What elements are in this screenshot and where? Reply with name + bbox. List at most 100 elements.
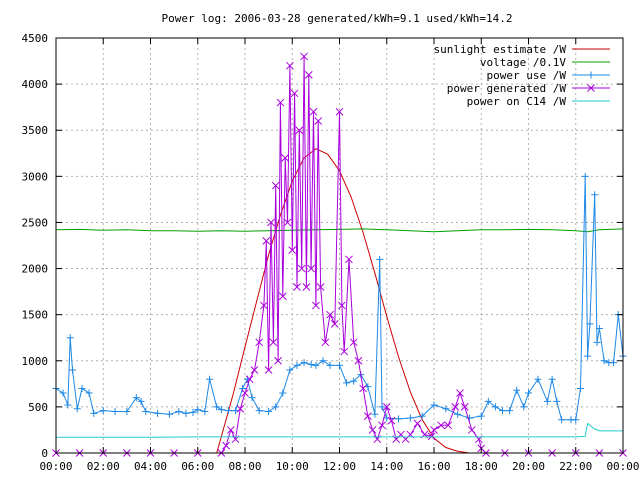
data-point-power-use-w (343, 379, 351, 387)
data-point-power-use-w (371, 410, 379, 418)
y-tick-label: 500 (28, 401, 48, 414)
data-point-power-use-w (165, 410, 173, 418)
data-point-power-generated-w (368, 426, 377, 434)
data-point-power-generated-w (255, 338, 264, 347)
data-point-power-generated-w (271, 181, 280, 190)
data-point-power-use-w (99, 407, 107, 415)
data-point-power-use-w (534, 375, 542, 383)
data-point-power-generated-w (316, 283, 325, 291)
series-sunlight-estimate-w (216, 148, 470, 454)
data-point-power-use-w (430, 401, 438, 409)
chart-title: Power log: 2006-03-28 generated/kWh=9.1 … (162, 12, 513, 25)
data-point-power-generated-w (250, 366, 259, 374)
data-point-power-use-w (520, 403, 528, 411)
data-point-power-use-w (418, 412, 426, 420)
x-tick-label: 08:00 (228, 460, 261, 473)
x-tick-label: 16:00 (417, 460, 450, 473)
data-point-power-use-w (312, 361, 320, 369)
x-tick-label: 20:00 (512, 460, 545, 473)
data-point-power-generated-w (283, 218, 292, 227)
series-line-sunlight-estimate-w (216, 148, 470, 454)
data-point-power-generated-w (260, 301, 268, 310)
data-point-power-use-w (78, 384, 86, 392)
data-point-power-use-w (279, 389, 287, 397)
data-point-power-generated-w (302, 283, 311, 291)
data-point-power-use-w (477, 412, 485, 420)
data-point-power-generated-w (430, 426, 438, 434)
x-tick-label: 10:00 (276, 460, 309, 473)
data-point-power-generated-w (363, 412, 372, 420)
data-point-power-use-w (376, 255, 384, 263)
data-point-power-use-w (194, 406, 202, 414)
data-point-power-generated-w (314, 117, 323, 125)
data-point-power-use-w (553, 397, 561, 405)
data-point-power-generated-w (307, 264, 316, 273)
data-point-power-use-w (406, 414, 414, 422)
data-point-power-use-w (206, 375, 214, 383)
data-point-power-use-w (395, 415, 403, 423)
data-point-power-use-w (491, 403, 499, 411)
data-point-power-generated-w (274, 356, 282, 365)
data-point-power-generated-w (413, 419, 422, 428)
data-point-power-generated-w (338, 301, 346, 310)
y-tick-label: 3500 (22, 124, 49, 137)
data-point-power-generated-w (349, 338, 358, 347)
series-line-voltage-0-1v (55, 228, 624, 233)
data-point-power-use-w (506, 407, 514, 415)
data-point-power-use-w (154, 409, 162, 417)
x-tick-label: 14:00 (370, 460, 403, 473)
data-point-power-use-w (600, 357, 608, 365)
data-point-power-use-w (572, 416, 580, 424)
y-tick-label: 2000 (22, 263, 49, 276)
series-power-use-w (52, 172, 627, 424)
data-point-power-use-w (465, 414, 473, 422)
data-point-power-generated-w (295, 126, 304, 135)
data-point-power-generated-w (245, 375, 254, 384)
data-point-power-use-w (182, 409, 190, 417)
data-point-power-use-w (442, 405, 450, 413)
data-point-power-generated-w (286, 61, 294, 70)
data-point-power-use-w (350, 377, 358, 385)
legend-label: power generated /W (447, 82, 567, 95)
data-point-power-use-w (265, 408, 273, 415)
data-point-power-generated-w (437, 421, 445, 430)
data-point-power-use-w (586, 320, 594, 328)
data-point-power-generated-w (269, 338, 278, 347)
data-point-power-generated-w (276, 98, 285, 107)
x-tick-label: 04:00 (134, 460, 167, 473)
x-tick-label: 02:00 (87, 460, 120, 473)
data-point-power-use-w (66, 334, 74, 342)
data-point-power-use-w (558, 416, 566, 424)
data-point-power-use-w (111, 408, 119, 415)
data-point-power-generated-w (241, 389, 249, 397)
data-point-power-use-w (217, 406, 225, 414)
data-point-power-generated-w (293, 283, 301, 291)
data-point-power-generated-w (345, 255, 353, 264)
series-line-power-on-c14-w (56, 422, 623, 438)
data-point-power-use-w (123, 408, 131, 415)
tick-layer: 0 500 1000 1500 2000 2500 3000 3500 4000 4500 00:0… (22, 32, 640, 473)
data-point-power-generated-w (262, 237, 271, 245)
data-point-power-generated-w (226, 426, 235, 434)
data-point-power-generated-w (290, 89, 299, 98)
data-point-power-use-w (525, 389, 532, 397)
data-point-power-use-w (142, 408, 150, 415)
legend-marker (587, 71, 595, 79)
data-point-power-use-w (336, 361, 343, 369)
data-point-power-use-w (610, 359, 618, 367)
x-tick-label: 00:00 (39, 460, 72, 473)
data-point-power-use-w (132, 394, 140, 402)
data-point-power-generated-w (354, 356, 363, 365)
data-point-power-use-w (576, 384, 584, 392)
x-tick-label: 22:00 (559, 460, 592, 473)
data-point-power-generated-w (312, 301, 320, 310)
data-point-power-use-w (85, 389, 93, 397)
x-tick-label: 06:00 (181, 460, 214, 473)
data-point-power-generated-w (304, 71, 313, 79)
data-point-power-use-w (581, 172, 589, 180)
y-tick-label: 1000 (22, 355, 49, 368)
y-tick-label: 4000 (22, 78, 49, 91)
data-point-power-generated-w (236, 404, 245, 413)
